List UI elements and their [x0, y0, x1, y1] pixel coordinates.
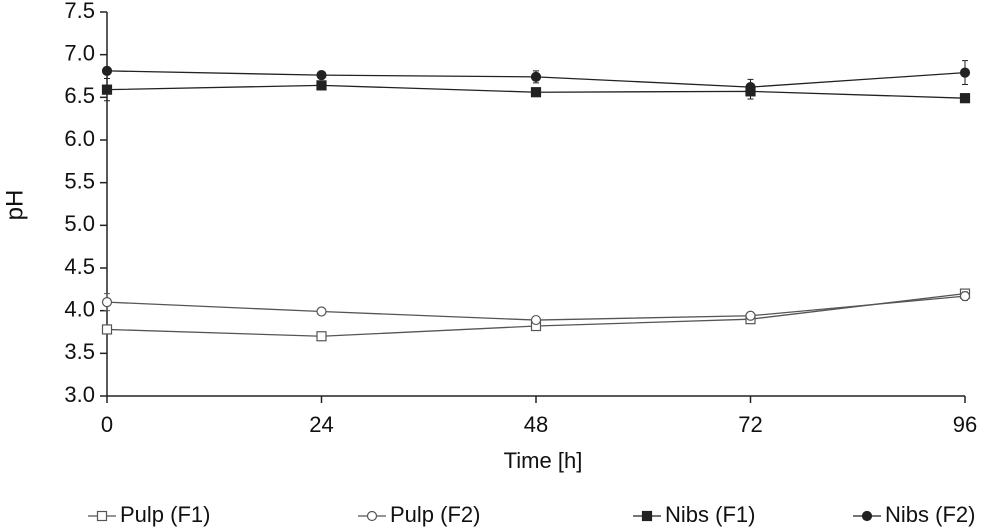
y-axis-label: pH: [1, 190, 28, 221]
x-tick-label: 72: [738, 412, 762, 437]
data-point: [101, 324, 113, 335]
x-axis-label: Time [h]: [504, 448, 583, 473]
data-point: [530, 87, 542, 98]
legend-marker: [861, 510, 873, 522]
y-tick-label: 5.5: [64, 168, 95, 193]
x-tick-label: 0: [101, 412, 113, 437]
data-point: [530, 314, 542, 326]
data-point: [745, 310, 756, 321]
data-point: [530, 71, 542, 82]
data-point: [101, 84, 113, 95]
x-tick-label: 96: [953, 412, 977, 437]
legend-marker: [96, 510, 108, 522]
legend-label: Pulp (F2): [390, 502, 480, 527]
y-tick-label: 4.0: [64, 296, 95, 321]
y-tick-label: 4.5: [64, 254, 95, 279]
data-point: [959, 291, 971, 302]
data-point: [745, 81, 756, 93]
data-point: [959, 67, 971, 78]
legend-label: Pulp (F1): [120, 502, 210, 527]
legend-marker: [641, 510, 653, 522]
y-tick-label: 3.0: [64, 382, 95, 407]
legend-label: Nibs (F2): [885, 502, 975, 527]
data-point: [101, 297, 113, 308]
data-point: [316, 80, 327, 91]
data-point: [316, 306, 327, 317]
x-tick-label: 48: [524, 412, 548, 437]
y-tick-label: 7.5: [64, 0, 95, 23]
y-tick-label: 3.5: [64, 339, 95, 364]
data-point: [316, 70, 327, 81]
y-tick-label: 6.5: [64, 83, 95, 108]
x-tick-label: 24: [309, 412, 333, 437]
legend-label: Nibs (F1): [665, 502, 755, 527]
data-point: [959, 93, 971, 104]
y-tick-label: 5.0: [64, 211, 95, 236]
y-tick-label: 6.0: [64, 126, 95, 151]
data-point: [316, 331, 327, 342]
data-point: [101, 65, 113, 76]
legend-marker: [366, 510, 378, 522]
y-tick-label: 7.0: [64, 40, 95, 65]
